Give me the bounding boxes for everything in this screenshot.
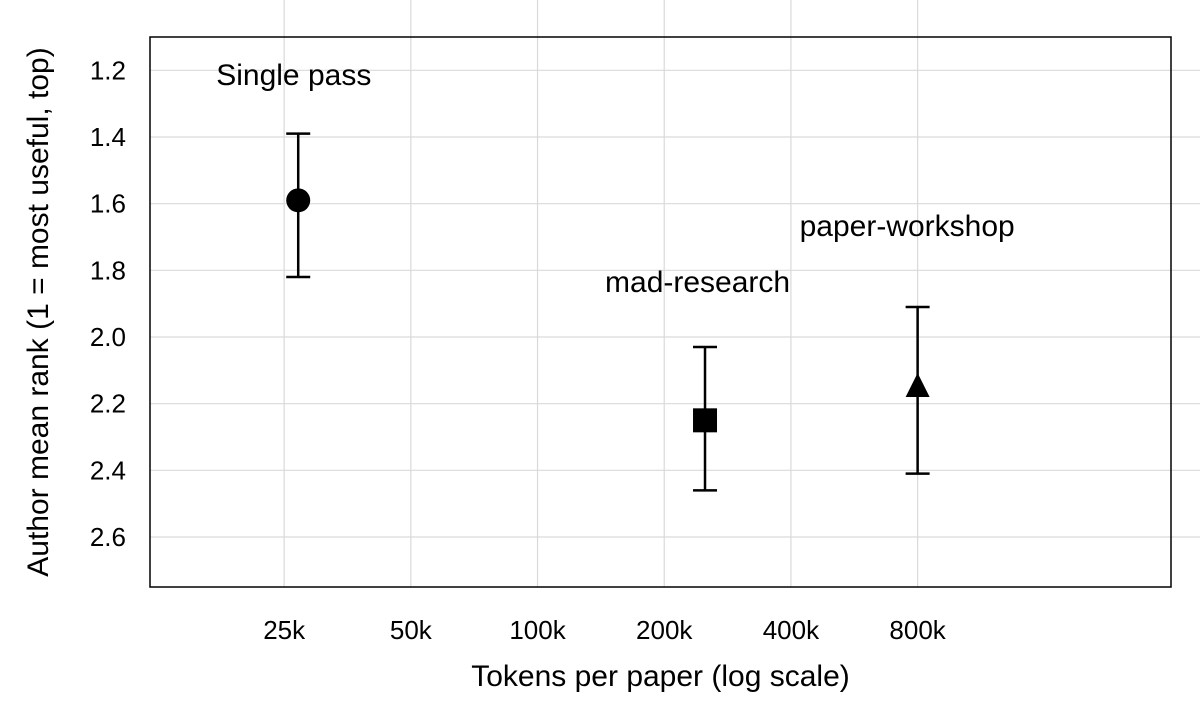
y-tick-label: 1.8 — [90, 255, 126, 285]
mad-research-label: mad-research — [605, 266, 790, 299]
y-axis-ticks: 1.2 1.4 1.6 1.8 2.0 2.2 2.4 2.6 — [90, 55, 126, 552]
x-tick-label: 25k — [263, 615, 306, 645]
x-tick-label: 400k — [763, 615, 820, 645]
data-marks: Single pass mad-research paper-workshop — [216, 59, 1015, 492]
mad-research-point — [693, 408, 718, 433]
x-tick-label: 800k — [889, 615, 946, 645]
single-pass-label: Single pass — [216, 59, 371, 92]
grid — [150, 0, 1200, 587]
x-axis-ticks: 25k 50k 100k 200k 400k 800k — [263, 615, 947, 645]
y-tick-label: 2.0 — [90, 322, 126, 352]
y-axis-title: Author mean rank (1 = most useful, top) — [22, 47, 55, 576]
y-tick-label: 2.4 — [90, 455, 126, 485]
x-tick-label: 100k — [509, 615, 566, 645]
y-tick-label: 1.4 — [90, 122, 126, 152]
y-tick-label: 2.6 — [90, 522, 126, 552]
y-tick-label: 2.2 — [90, 389, 126, 419]
single-pass-point — [286, 188, 311, 213]
x-tick-label: 50k — [390, 615, 433, 645]
plot-frame — [149, 36, 1172, 588]
x-tick-label: 200k — [636, 615, 693, 645]
paper-workshop-label: paper-workshop — [800, 210, 1015, 243]
y-tick-label: 1.2 — [90, 55, 126, 85]
y-tick-label: 1.6 — [90, 189, 126, 219]
x-axis-title: Tokens per paper (log scale) — [471, 660, 850, 693]
paper-workshop-point — [905, 373, 930, 397]
